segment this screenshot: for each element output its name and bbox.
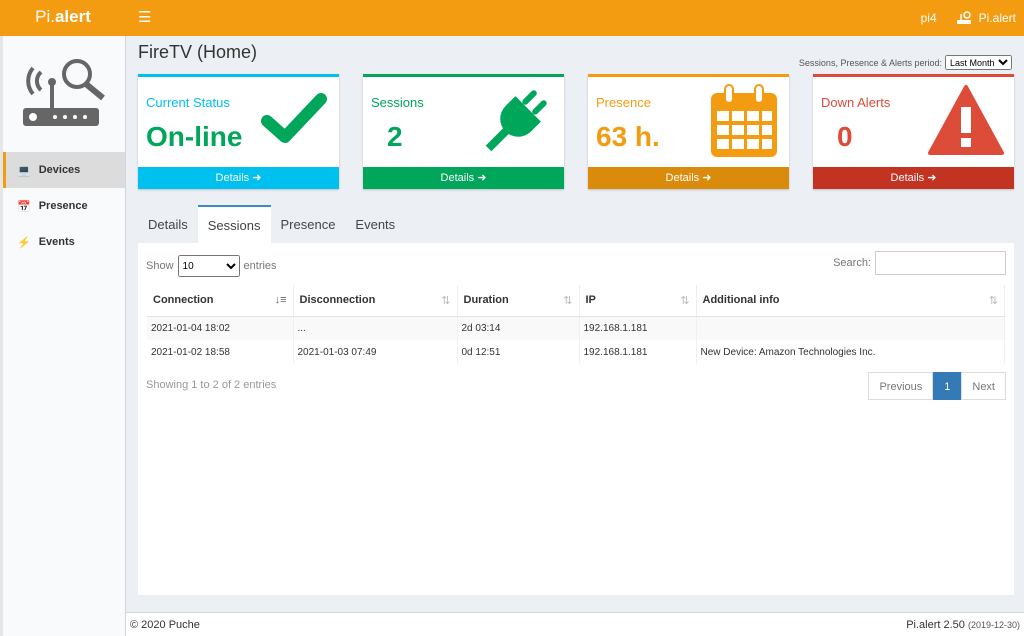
tab-events[interactable]: Events bbox=[355, 217, 396, 232]
pagination: Previous 1 Next bbox=[868, 372, 1006, 400]
card-sessions: Sessions 2 Details ➜ bbox=[363, 74, 564, 189]
card-presence: Presence 63 h. Details ➜ bbox=[588, 74, 789, 189]
status-details-link[interactable]: Details ➜ bbox=[138, 167, 339, 189]
period-select[interactable]: Last Month bbox=[945, 55, 1012, 70]
device-tabs: Details Sessions Presence Events bbox=[138, 205, 405, 243]
sessions-panel: Show 10 entries Search: Connection ↓≡ Dis… bbox=[138, 243, 1014, 595]
tab-details[interactable]: Details bbox=[148, 217, 188, 232]
app-logo[interactable]: Pi.alert bbox=[35, 7, 91, 26]
col-duration[interactable]: Duration ⇅ bbox=[457, 285, 580, 317]
col-connection[interactable]: Connection ↓≡ bbox=[147, 285, 294, 317]
table-row: 2021-01-04 18:02... 2d 03:14 192.168.1.181 bbox=[147, 316, 1005, 340]
laptop-icon: 💻 bbox=[17, 164, 31, 177]
presence-details-link[interactable]: Details ➜ bbox=[588, 167, 789, 189]
sessions-table: Connection ↓≡ Disconnection ⇅ Duration ⇅ IP… bbox=[147, 285, 1005, 364]
sidebar-item-devices[interactable]: 💻 Devices bbox=[3, 152, 125, 188]
page-1-button[interactable]: 1 bbox=[933, 372, 962, 400]
previous-button[interactable]: Previous bbox=[868, 372, 934, 400]
check-icon bbox=[261, 93, 327, 143]
table-info: Showing 1 to 2 of 2 entries bbox=[146, 379, 277, 391]
sidebar-item-events[interactable]: ⚡ Events bbox=[17, 236, 75, 249]
table-row: 2021-01-02 18:58 2021-01-03 07:49 0d 12:51… bbox=[147, 340, 1005, 364]
warning-icon bbox=[928, 85, 1004, 155]
user-menu[interactable]: Pi.alert bbox=[955, 11, 1016, 25]
col-disconnection[interactable]: Disconnection ⇅ bbox=[293, 285, 458, 317]
col-additional-info[interactable]: Additional info ⇅ bbox=[696, 285, 1005, 317]
bolt-icon: ⚡ bbox=[17, 236, 31, 249]
col-ip[interactable]: IP ⇅ bbox=[579, 285, 697, 317]
sidebar: 💻 Devices 📅 Presence ⚡ Events bbox=[0, 36, 126, 636]
next-button[interactable]: Next bbox=[961, 372, 1006, 400]
top-navbar: Pi.alert ☰ pi4 Pi.alert bbox=[0, 0, 1024, 36]
sessions-details-link[interactable]: Details ➜ bbox=[363, 167, 564, 189]
pialert-logo bbox=[3, 36, 125, 152]
alerts-details-link[interactable]: Details ➜ bbox=[813, 167, 1014, 189]
tab-presence[interactable]: Presence bbox=[280, 217, 336, 232]
plug-icon bbox=[485, 90, 547, 152]
period-selector: Sessions, Presence & Alerts period: Last… bbox=[799, 55, 1012, 70]
router-icon bbox=[956, 11, 971, 24]
search-input[interactable] bbox=[875, 251, 1006, 275]
calendar-icon: 📅 bbox=[17, 200, 31, 213]
host-label: pi4 bbox=[920, 11, 937, 25]
entries-select[interactable]: 10 bbox=[177, 255, 240, 277]
footer: © 2020 Puche Pi.alert 2.50 (2019-12-30) bbox=[126, 612, 1024, 636]
sidebar-item-presence[interactable]: 📅 Presence bbox=[17, 200, 88, 213]
hamburger-icon[interactable]: ☰ bbox=[138, 9, 152, 26]
page-title: FireTV (Home) bbox=[138, 42, 258, 62]
calendar-icon bbox=[711, 84, 777, 157]
tab-sessions[interactable]: Sessions bbox=[197, 205, 271, 243]
card-down-alerts: Down Alerts 0 Details ➜ bbox=[813, 74, 1014, 189]
card-current-status: Current Status On-line Details ➜ bbox=[138, 74, 339, 189]
